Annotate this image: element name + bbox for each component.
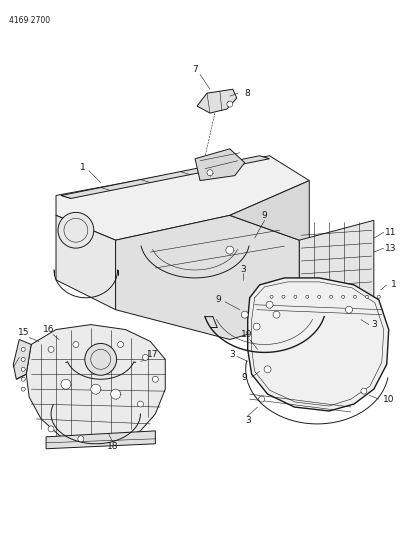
Text: 1: 1: [391, 280, 397, 289]
Circle shape: [21, 348, 25, 351]
Circle shape: [21, 387, 25, 391]
Text: 19: 19: [241, 330, 253, 339]
Circle shape: [346, 306, 353, 313]
Circle shape: [341, 295, 344, 298]
Circle shape: [48, 426, 54, 432]
Text: 16: 16: [43, 325, 55, 334]
Text: 9: 9: [242, 373, 248, 382]
Circle shape: [270, 295, 273, 298]
Circle shape: [111, 389, 121, 399]
Polygon shape: [56, 215, 115, 310]
Text: 3: 3: [245, 416, 251, 425]
Circle shape: [207, 169, 213, 175]
Circle shape: [330, 295, 333, 298]
Circle shape: [58, 212, 94, 248]
Polygon shape: [13, 340, 31, 379]
Circle shape: [21, 377, 25, 381]
Text: 3: 3: [240, 265, 246, 274]
Circle shape: [227, 101, 233, 107]
Circle shape: [21, 358, 25, 361]
Circle shape: [21, 367, 25, 372]
Circle shape: [78, 436, 84, 442]
Text: 17: 17: [146, 350, 158, 359]
Circle shape: [273, 311, 280, 318]
Text: 11: 11: [385, 228, 397, 237]
Circle shape: [118, 342, 124, 348]
Circle shape: [137, 401, 144, 407]
Circle shape: [318, 295, 321, 298]
Polygon shape: [230, 181, 309, 255]
Polygon shape: [46, 431, 155, 449]
Circle shape: [226, 246, 234, 254]
Circle shape: [91, 384, 101, 394]
Polygon shape: [248, 278, 389, 411]
Polygon shape: [197, 89, 237, 113]
Text: 10: 10: [383, 394, 395, 403]
Polygon shape: [299, 220, 374, 320]
Circle shape: [48, 346, 54, 352]
Circle shape: [306, 295, 309, 298]
Polygon shape: [195, 149, 245, 181]
Circle shape: [253, 323, 260, 330]
Circle shape: [241, 311, 248, 318]
Circle shape: [361, 388, 367, 394]
Text: 3: 3: [371, 320, 377, 329]
Text: 4169 2700: 4169 2700: [9, 15, 51, 25]
Text: 18: 18: [107, 442, 118, 451]
Text: 1: 1: [80, 163, 86, 172]
Text: 15: 15: [18, 328, 29, 337]
Circle shape: [266, 301, 273, 308]
Circle shape: [152, 376, 158, 382]
Circle shape: [353, 295, 357, 298]
Circle shape: [366, 295, 368, 298]
Circle shape: [294, 295, 297, 298]
Polygon shape: [56, 156, 309, 240]
Text: 7: 7: [192, 65, 198, 74]
Text: 8: 8: [245, 88, 251, 98]
Circle shape: [85, 343, 117, 375]
Circle shape: [142, 354, 149, 360]
Circle shape: [264, 366, 271, 373]
Polygon shape: [115, 215, 299, 340]
Circle shape: [377, 295, 380, 298]
Text: 9: 9: [215, 295, 221, 304]
Polygon shape: [26, 325, 165, 444]
Circle shape: [282, 295, 285, 298]
Polygon shape: [61, 156, 270, 198]
Text: 3: 3: [229, 350, 235, 359]
Circle shape: [61, 379, 71, 389]
Text: 9: 9: [262, 211, 268, 220]
Circle shape: [259, 396, 264, 402]
Circle shape: [73, 342, 79, 348]
Text: 13: 13: [385, 244, 397, 253]
Polygon shape: [306, 313, 319, 327]
